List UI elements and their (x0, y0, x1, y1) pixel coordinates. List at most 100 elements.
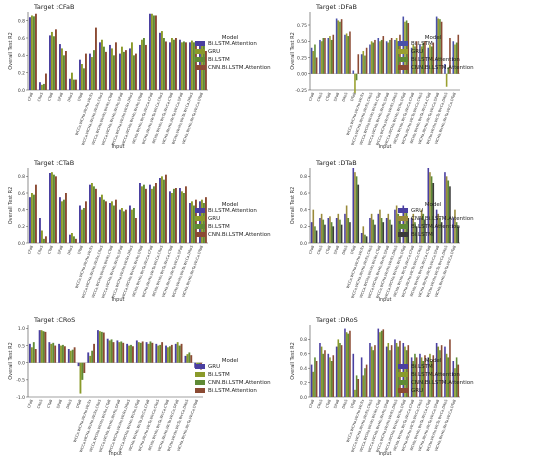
bar (163, 38, 165, 90)
bar (414, 222, 416, 243)
y-tick-label: 0.5 (18, 343, 25, 349)
bar (87, 352, 90, 363)
bar (315, 230, 318, 243)
bar (85, 53, 87, 90)
bar (41, 84, 43, 90)
bar (69, 350, 72, 363)
legend-label: GRU (208, 49, 220, 55)
bar (203, 203, 205, 243)
legend-swatch (398, 216, 408, 221)
bar (48, 342, 51, 363)
bar (432, 355, 435, 397)
legend-swatch (398, 65, 408, 70)
bar (315, 57, 318, 74)
bar (339, 21, 341, 74)
bar (58, 343, 60, 363)
bar (440, 21, 443, 74)
bar (105, 51, 107, 90)
bar (65, 193, 67, 243)
bar (330, 39, 333, 74)
bar (185, 186, 187, 243)
bar (65, 51, 67, 90)
bar (364, 368, 366, 397)
bar (335, 218, 338, 243)
y-tick-label: 0.4 (18, 207, 25, 213)
bar (444, 64, 446, 74)
x-tick-label: DRoS (341, 91, 348, 102)
bar (340, 224, 343, 243)
bar (440, 222, 443, 243)
bar (181, 42, 183, 90)
bar (170, 344, 173, 363)
y-tick-label: 0.50 (297, 39, 307, 45)
bar (394, 209, 396, 243)
bar (121, 46, 123, 90)
bar (137, 342, 140, 363)
chart-title: Target :DRoS (315, 316, 358, 324)
x-tick-label: DFaB (333, 398, 340, 408)
bar (73, 79, 75, 90)
bar (39, 82, 41, 90)
x-tick-label: CTaB (47, 91, 54, 101)
bar (315, 361, 318, 397)
y-axis-label: Overall Test R2 (290, 32, 296, 70)
bar (45, 236, 47, 243)
legend-swatch (398, 41, 408, 46)
bar (77, 362, 80, 367)
x-tick-label: CTaB (325, 244, 332, 254)
y-tick-label: 0.4 (18, 53, 25, 59)
y-tick-label: 0.0 (18, 241, 25, 247)
bar (44, 331, 47, 363)
y-tick-label: 0.0 (300, 395, 307, 401)
bar (365, 364, 368, 397)
legend-label: Bi.LSTM (411, 364, 433, 370)
bar (345, 33, 348, 74)
bar (397, 346, 400, 397)
bar (374, 224, 376, 243)
bar (349, 330, 351, 397)
bar (449, 339, 451, 397)
bar (102, 332, 105, 363)
legend-label: Bi.LSTM.Attention (208, 208, 257, 214)
bar (153, 186, 155, 243)
bar (420, 209, 423, 243)
x-tick-label: CFaB (308, 398, 315, 408)
bar (29, 197, 31, 243)
bar (314, 226, 316, 243)
x-tick-label: DFaB (333, 244, 340, 254)
bar (89, 355, 92, 363)
bar (369, 44, 371, 74)
bar (330, 361, 333, 397)
bar (319, 39, 321, 74)
bar (420, 357, 423, 397)
bar (339, 219, 341, 243)
bar (190, 355, 193, 363)
bar (412, 361, 415, 397)
bar (71, 72, 73, 90)
x-tick-label: CRoS (37, 244, 44, 255)
bar (362, 375, 365, 397)
bar (410, 218, 413, 243)
bar (329, 36, 331, 74)
bar (61, 201, 63, 243)
bar (422, 213, 425, 243)
bar (193, 42, 195, 90)
bar (430, 176, 433, 243)
bar (183, 193, 185, 243)
bar (53, 36, 55, 90)
bar (387, 42, 390, 74)
bar (372, 219, 375, 243)
y-axis-label: Overall Test R2 (8, 32, 14, 70)
legend-label: Bi.LSTM.Attention (411, 224, 460, 230)
bar (370, 346, 373, 397)
bar (111, 201, 113, 243)
bar (191, 40, 193, 90)
x-tick-label: CFaB (27, 244, 34, 254)
x-tick-label: DRoS (67, 91, 74, 102)
bar (354, 389, 356, 397)
bar (374, 39, 376, 74)
bar (79, 205, 81, 243)
x-tick-label: DTaB (350, 91, 357, 101)
bar (159, 178, 161, 243)
chart-title: Target :CFaB (33, 3, 75, 11)
